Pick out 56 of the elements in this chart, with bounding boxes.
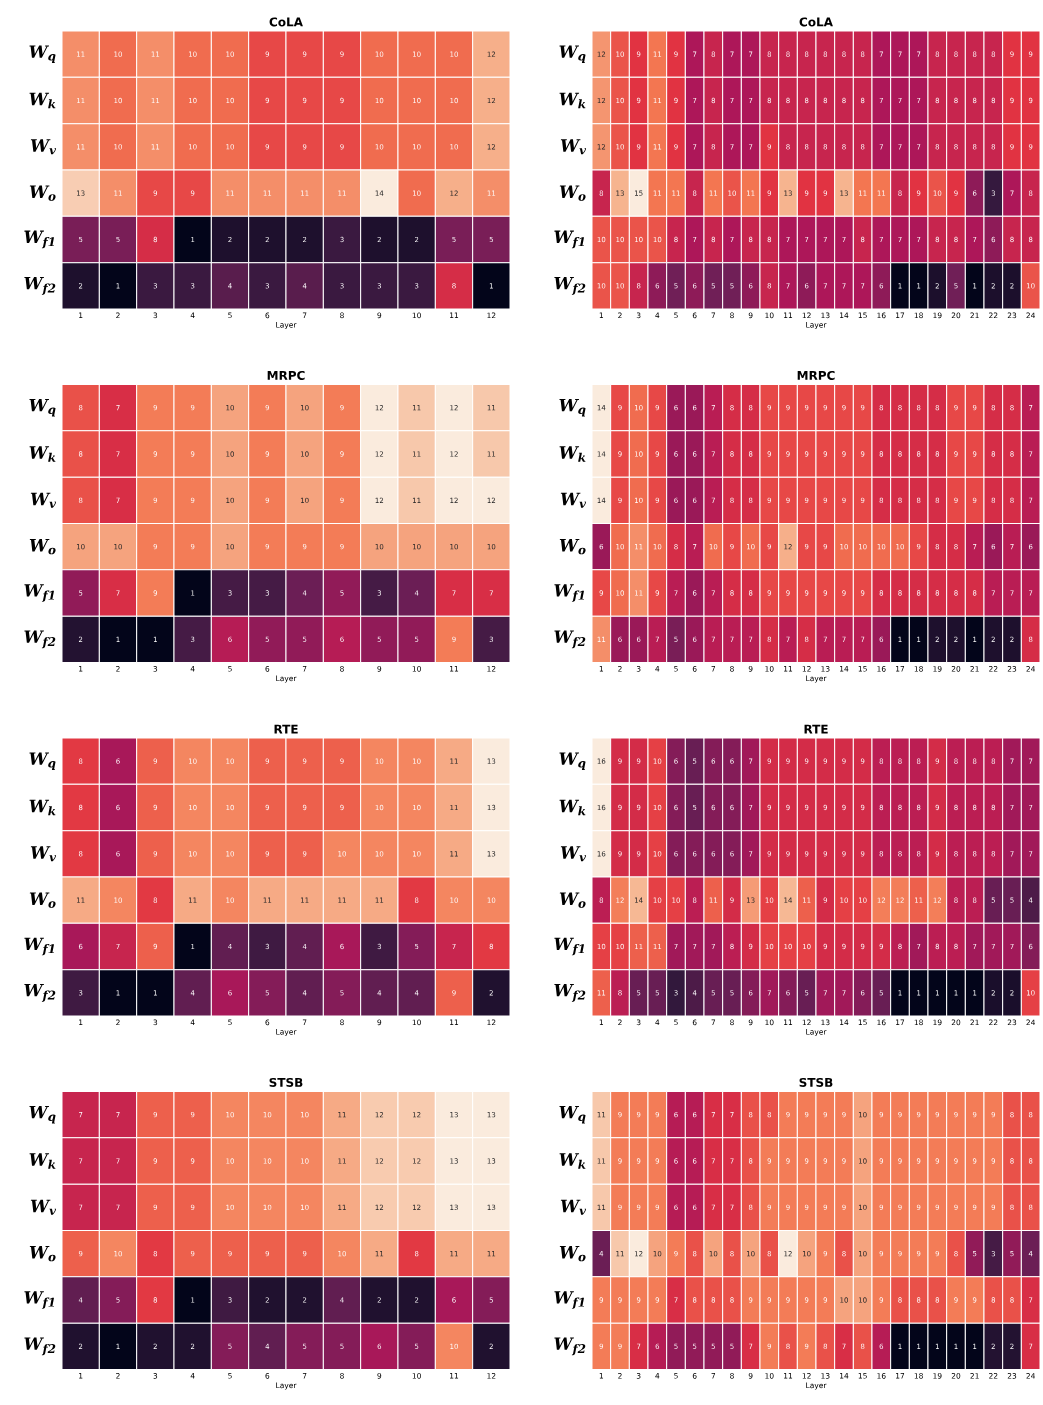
y-tick-label: W$_{f2}$ bbox=[24, 1337, 56, 1356]
y-tick-label: W$_{k}$ bbox=[29, 446, 56, 462]
y-tick-label: W$_{v}$ bbox=[560, 1199, 587, 1215]
y-tick-label: W$_{f1}$ bbox=[554, 230, 585, 249]
y-tick-label: W$_{v}$ bbox=[30, 846, 57, 862]
y-tick-label: W$_{o}$ bbox=[29, 539, 56, 555]
y-tick-label: W$_{k}$ bbox=[29, 1153, 56, 1169]
chart-title: MRPC bbox=[267, 370, 305, 380]
y-tick-label: W$_{o}$ bbox=[29, 185, 56, 201]
chart-title: STSB bbox=[269, 1077, 303, 1087]
y-tick-label: W$_{q}$ bbox=[29, 1105, 56, 1124]
y-tick-label: W$_{f1}$ bbox=[24, 1291, 55, 1309]
y-tick-label: W$_{k}$ bbox=[559, 1153, 586, 1169]
y-tick-label: W$_{q}$ bbox=[29, 752, 56, 770]
y-tick-label: W$_{o}$ bbox=[559, 892, 586, 908]
chart-title: CoLA bbox=[799, 17, 833, 27]
y-tick-label: W$_{f1}$ bbox=[554, 584, 585, 602]
y-tick-label: W$_{o}$ bbox=[29, 892, 56, 908]
y-tick-label: W$_{v}$ bbox=[30, 139, 57, 155]
y-tick-label: W$_{k}$ bbox=[29, 92, 56, 109]
y-tick-label: W$_{k}$ bbox=[559, 799, 586, 816]
chart-title: RTE bbox=[804, 724, 828, 734]
y-tick-label: W$_{f2}$ bbox=[554, 630, 586, 649]
y-tick-label: W$_{o}$ bbox=[559, 539, 586, 555]
y-tick-label: W$_{q}$ bbox=[559, 752, 586, 770]
y-tick-label: W$_{f2}$ bbox=[24, 630, 56, 649]
y-tick-label: W$_{q}$ bbox=[29, 45, 56, 63]
chart-title: STSB bbox=[799, 1077, 833, 1087]
y-tick-label: W$_{v}$ bbox=[560, 139, 587, 155]
y-tick-label: W$_{v}$ bbox=[30, 1199, 57, 1215]
y-tick-label: W$_{f2}$ bbox=[24, 983, 56, 1002]
y-tick-label: W$_{f1}$ bbox=[24, 584, 55, 602]
y-tick-label: W$_{f2}$ bbox=[24, 276, 56, 295]
y-tick-label: W$_{f1}$ bbox=[24, 230, 55, 249]
chart-title: CoLA bbox=[269, 17, 303, 27]
y-tick-label: W$_{f1}$ bbox=[554, 1291, 585, 1309]
chart-title: RTE bbox=[274, 724, 298, 734]
y-tick-label: W$_{o}$ bbox=[29, 1246, 56, 1262]
y-tick-label: W$_{q}$ bbox=[559, 1105, 586, 1124]
y-tick-label: W$_{v}$ bbox=[560, 846, 587, 862]
y-tick-label: W$_{o}$ bbox=[559, 185, 586, 201]
y-tick-label: W$_{f2}$ bbox=[554, 276, 586, 295]
y-tick-label: W$_{k}$ bbox=[559, 92, 586, 109]
y-tick-label: W$_{q}$ bbox=[29, 398, 56, 417]
y-tick-label: W$_{f2}$ bbox=[554, 1337, 586, 1356]
y-tick-label: W$_{f1}$ bbox=[554, 937, 585, 956]
y-tick-label: W$_{k}$ bbox=[559, 446, 586, 462]
y-tick-label: W$_{k}$ bbox=[29, 799, 56, 816]
y-tick-label: W$_{q}$ bbox=[559, 45, 586, 63]
y-tick-label: W$_{q}$ bbox=[559, 398, 586, 417]
y-tick-label: W$_{f2}$ bbox=[554, 983, 586, 1002]
y-tick-label: W$_{v}$ bbox=[30, 492, 57, 508]
y-tick-label: W$_{v}$ bbox=[560, 492, 587, 508]
chart-title: MRPC bbox=[797, 370, 835, 380]
y-tick-label: W$_{f1}$ bbox=[24, 937, 55, 956]
y-tick-label: W$_{o}$ bbox=[559, 1246, 586, 1262]
